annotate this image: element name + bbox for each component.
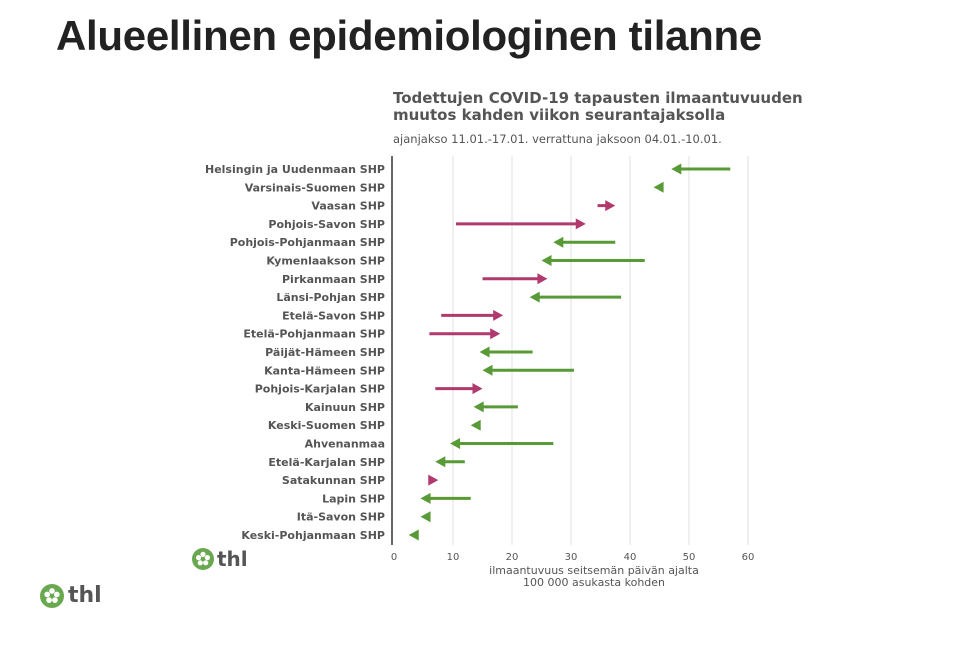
- x-axis-label: 100 000 asukasta kohden: [523, 576, 665, 589]
- arrow-head: [428, 474, 439, 486]
- x-tick-label: 40: [624, 552, 637, 563]
- category-label: Pohjois-Savon SHP: [268, 218, 385, 231]
- arrow-head: [605, 200, 616, 212]
- category-label: Satakunnan SHP: [282, 474, 385, 487]
- arrow-head: [473, 401, 484, 413]
- category-label: Pirkanmaan SHP: [282, 273, 385, 286]
- arrow-head: [529, 291, 540, 303]
- thl-flower-icon: [40, 583, 64, 608]
- x-axis-label: ilmaantuvuus seitsemän päivän ajalta: [489, 564, 699, 577]
- category-label: Pohjois-Pohjanmaan SHP: [230, 236, 385, 249]
- slide-title: Alueellinen epidemiologinen tilanne: [56, 12, 762, 59]
- arrow-head: [420, 511, 431, 523]
- chart-subtitle: ajanjakso 11.01.-17.01. verrattuna jakso…: [393, 132, 722, 146]
- category-label: Vaasan SHP: [311, 200, 385, 213]
- category-label: Pohjois-Karjalan SHP: [255, 383, 385, 396]
- category-label: Itä-Savon SHP: [297, 511, 385, 524]
- category-label: Kymenlaakson SHP: [266, 255, 385, 268]
- thl-logo-chart: thl: [192, 547, 248, 571]
- category-label: Ahvenanmaa: [305, 438, 385, 451]
- arrow-head: [472, 383, 483, 395]
- arrow-head: [420, 492, 431, 504]
- arrow-head: [470, 419, 481, 431]
- category-label: Päijät-Hämeen SHP: [265, 346, 385, 359]
- category-label: Helsingin ja Uudenmaan SHP: [205, 163, 385, 176]
- category-label: Kanta-Hämeen SHP: [264, 364, 385, 377]
- category-label: Etelä-Savon SHP: [282, 309, 385, 322]
- arrow-head: [553, 236, 564, 248]
- thl-logo-slide: thl: [40, 583, 102, 608]
- thl-flower-icon: [192, 548, 214, 570]
- arrow-head: [575, 218, 586, 230]
- x-tick-label: 0: [391, 552, 397, 563]
- category-label: Keski-Pohjanmaan SHP: [241, 529, 385, 542]
- category-label: Varsinais-Suomen SHP: [245, 181, 385, 194]
- category-label: Lapin SHP: [322, 492, 385, 505]
- x-tick-label: 30: [565, 552, 578, 563]
- category-label: Etelä-Pohjanmaan SHP: [243, 328, 385, 341]
- x-tick-label: 10: [447, 552, 460, 563]
- thl-logo-text: thl: [217, 547, 248, 571]
- arrow-head: [408, 529, 419, 541]
- arrow-head: [450, 438, 461, 449]
- arrow-head: [490, 328, 501, 340]
- chart-title: Todettujen COVID-19 tapausten ilmaantuvu…: [393, 89, 803, 124]
- x-tick-label: 20: [506, 552, 519, 563]
- arrow-head: [671, 163, 682, 175]
- arrow-head: [493, 309, 504, 321]
- category-label: Länsi-Pohjan SHP: [276, 291, 385, 304]
- arrow-head: [435, 456, 446, 468]
- arrow-head: [479, 346, 490, 358]
- thl-logo-text: thl: [68, 583, 102, 608]
- x-tick-label: 50: [683, 552, 696, 563]
- category-label: Kainuun SHP: [305, 401, 385, 414]
- category-label: Etelä-Karjalan SHP: [268, 456, 385, 469]
- arrow-head: [537, 273, 548, 285]
- arrow-head: [653, 181, 664, 193]
- arrow-head: [482, 364, 493, 376]
- x-tick-label: 60: [742, 552, 755, 563]
- category-label: Keski-Suomen SHP: [268, 419, 385, 432]
- arrow-head: [541, 255, 552, 266]
